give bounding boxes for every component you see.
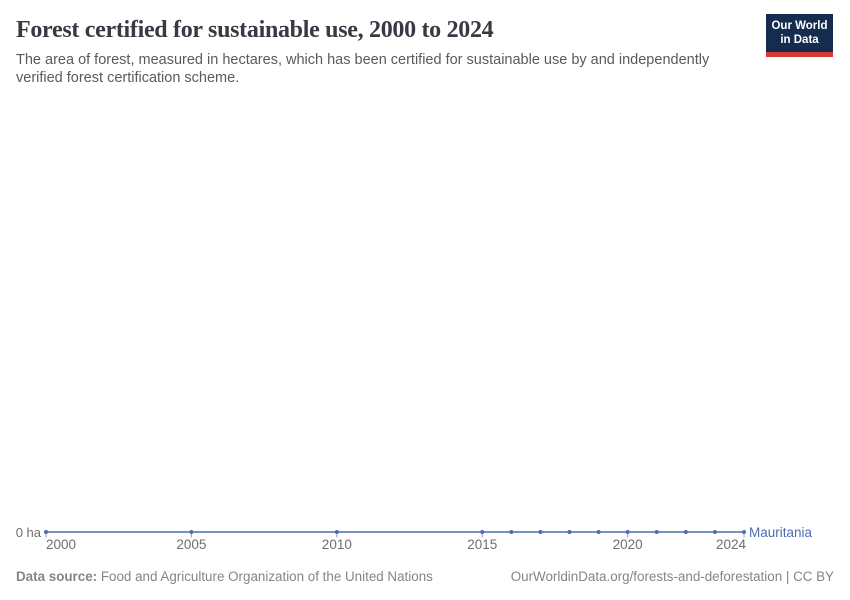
owid-logo: Our World in Data (766, 14, 833, 57)
x-axis-tick-label: 2015 (467, 537, 498, 552)
owid-logo-line1: Our World (771, 20, 828, 32)
y-axis-zero-label: 0 ha (15, 524, 41, 540)
x-axis-tick-label: 2010 (321, 537, 352, 552)
chart-subtitle: The area of forest, measured in hectares… (16, 52, 710, 86)
data-source-note: Data source: Food and Agriculture Organi… (16, 568, 433, 585)
chart-title: Forest certified for sustainable use, 20… (16, 17, 494, 43)
x-axis-tick-label: 2005 (176, 537, 207, 552)
data-source-label: Data source: (16, 569, 98, 584)
x-axis-tick-labels: 2000 2005 2010 2015 2020 2024 (0, 537, 850, 553)
data-source-value: Food and Agriculture Organization of the… (97, 569, 433, 584)
chart-footer: Data source: Food and Agriculture Organi… (16, 568, 834, 585)
owid-logo-line2: in Data (780, 33, 819, 46)
series-entity-label: Mauritania (749, 524, 813, 540)
x-axis-tick-label: 2020 (612, 537, 643, 552)
x-axis-tick-label: 2024 (715, 537, 746, 552)
owid-logo-redbar (766, 52, 833, 57)
attribution-note: OurWorldinData.org/forests-and-deforesta… (510, 569, 834, 584)
owid-logo-text: Our World in Data (766, 14, 833, 52)
chart-header: Forest certified for sustainable use, 20… (16, 15, 750, 87)
x-axis-tick-label: 2000 (46, 537, 77, 552)
